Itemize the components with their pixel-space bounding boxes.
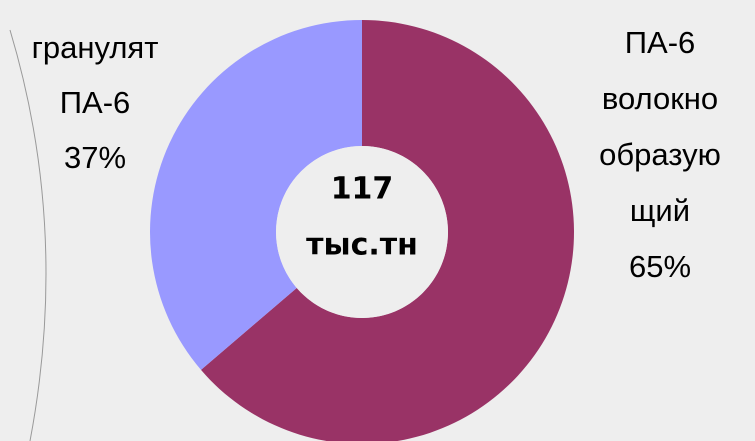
value-label: 65%	[629, 249, 691, 284]
slice-label-line: щий	[630, 193, 690, 228]
center-label: тыс.тн	[306, 228, 418, 263]
slice-label-line: образую	[599, 137, 721, 172]
slice-label-line: волокно	[602, 81, 718, 116]
donut-hole	[276, 146, 448, 318]
center-label: 117	[331, 172, 394, 207]
slice-label-line: ПА-6	[60, 85, 131, 120]
value-label: 37%	[64, 140, 126, 175]
slice-label-line: ПА-6	[625, 25, 696, 60]
decor-arc	[9, 29, 47, 441]
slice-label-line: гранулят	[32, 30, 159, 65]
donut-slice	[149, 20, 362, 370]
donut-slice	[201, 20, 574, 441]
slice-label: гранулят ПА-6	[32, 30, 159, 120]
slice-label: ПА-6 волокно образую щий	[599, 25, 721, 228]
